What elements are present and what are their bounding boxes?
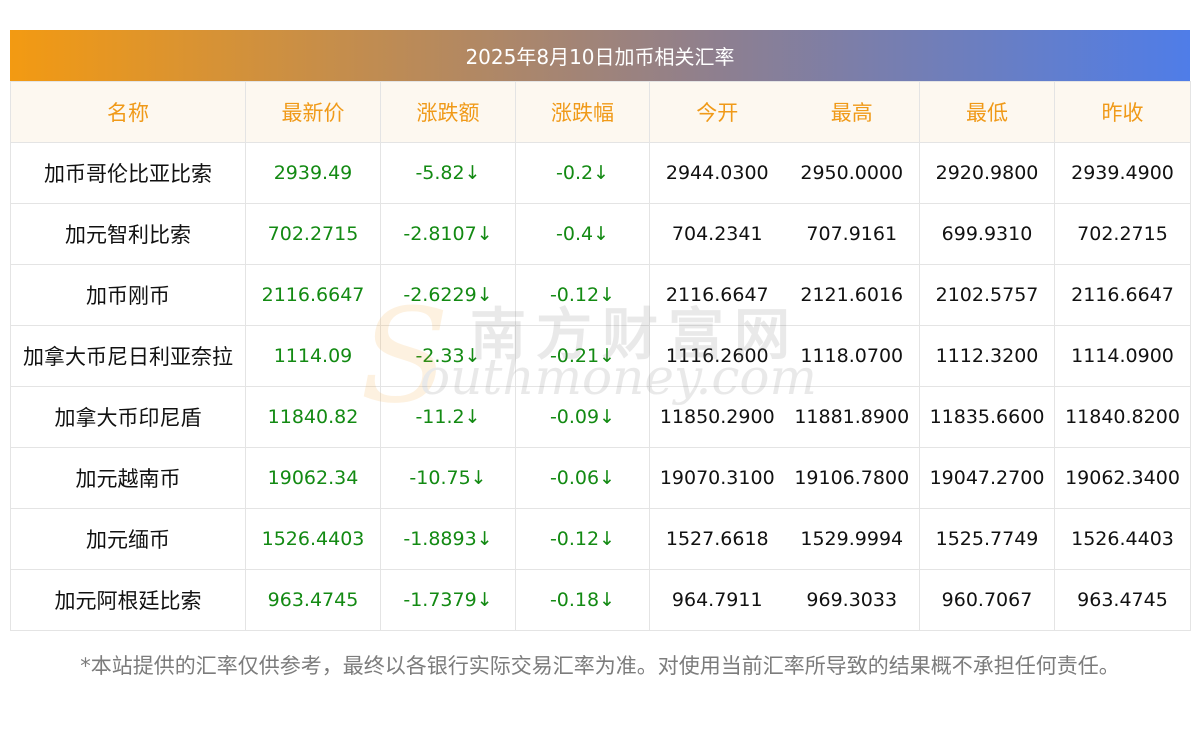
- table-row[interactable]: 加元越南币 19062.34 -10.75↓ -0.06↓ 19070.3100 1910…: [10, 447, 1191, 509]
- cell-high: 1118.0700: [784, 325, 920, 387]
- cell-prev-close: 1114.0900: [1054, 325, 1191, 387]
- cell-change: -5.82↓: [380, 142, 516, 204]
- cell-latest: 702.2715: [245, 203, 381, 265]
- table-row[interactable]: 加币刚币 2116.6647 -2.6229↓ -0.12↓ 2116.6647 2121…: [10, 264, 1191, 326]
- table-title: 2025年8月10日加币相关汇率: [10, 30, 1190, 81]
- cell-prev-close: 19062.3400: [1054, 447, 1191, 509]
- cell-prev-close: 2116.6647: [1054, 264, 1191, 326]
- cell-change: -11.2↓: [380, 386, 516, 448]
- cell-high: 11881.8900: [784, 386, 920, 448]
- rate-table: 名称 最新价 涨跌额 涨跌幅 今开 最高 最低 昨收 加币哥伦比亚比索 2939.…: [10, 81, 1191, 631]
- table-row[interactable]: 加币哥伦比亚比索 2939.49 -5.82↓ -0.2↓ 2944.0300 2950.…: [10, 142, 1191, 204]
- cell-change-pct: -0.06↓: [515, 447, 650, 509]
- cell-change-pct: -0.12↓: [515, 264, 650, 326]
- cell-change-pct: -0.09↓: [515, 386, 650, 448]
- cell-change: -2.6229↓: [380, 264, 516, 326]
- cell-prev-close: 1526.4403: [1054, 508, 1191, 570]
- cell-open: 964.7911: [649, 569, 785, 631]
- cell-prev-close: 963.4745: [1054, 569, 1191, 631]
- cell-change: -2.8107↓: [380, 203, 516, 265]
- header-open[interactable]: 今开: [649, 81, 785, 143]
- cell-latest: 963.4745: [245, 569, 381, 631]
- cell-high: 1529.9994: [784, 508, 920, 570]
- rate-table-panel: 2025年8月10日加币相关汇率 名称 最新价 涨跌额 涨跌幅 今开 最高 最低…: [10, 30, 1191, 631]
- table-row[interactable]: 加拿大币尼日利亚奈拉 1114.09 -2.33↓ -0.21↓ 1116.2600 11…: [10, 325, 1191, 387]
- cell-latest: 19062.34: [245, 447, 381, 509]
- cell-open: 1116.2600: [649, 325, 785, 387]
- cell-name: 加元智利比索: [10, 203, 246, 265]
- cell-high: 707.9161: [784, 203, 920, 265]
- cell-low: 11835.6600: [919, 386, 1055, 448]
- cell-name: 加元阿根廷比索: [10, 569, 246, 631]
- header-high[interactable]: 最高: [784, 81, 920, 143]
- disclaimer-note: *本站提供的汇率仅供参考，最终以各银行实际交易汇率为准。对使用当前汇率所导致的结…: [80, 654, 1120, 678]
- cell-low: 2102.5757: [919, 264, 1055, 326]
- cell-open: 2116.6647: [649, 264, 785, 326]
- cell-prev-close: 702.2715: [1054, 203, 1191, 265]
- cell-latest: 11840.82: [245, 386, 381, 448]
- cell-change-pct: -0.12↓: [515, 508, 650, 570]
- cell-low: 699.9310: [919, 203, 1055, 265]
- table-row[interactable]: 加元阿根廷比索 963.4745 -1.7379↓ -0.18↓ 964.7911 969…: [10, 569, 1191, 631]
- table-row[interactable]: 加元缅币 1526.4403 -1.8893↓ -0.12↓ 1527.6618 1529…: [10, 508, 1191, 570]
- header-name[interactable]: 名称: [10, 81, 246, 143]
- cell-change: -1.8893↓: [380, 508, 516, 570]
- cell-latest: 2939.49: [245, 142, 381, 204]
- cell-high: 2121.6016: [784, 264, 920, 326]
- cell-high: 19106.7800: [784, 447, 920, 509]
- cell-name: 加元缅币: [10, 508, 246, 570]
- cell-latest: 2116.6647: [245, 264, 381, 326]
- header-change-pct[interactable]: 涨跌幅: [515, 81, 650, 143]
- cell-low: 1112.3200: [919, 325, 1055, 387]
- table-row[interactable]: 加拿大币印尼盾 11840.82 -11.2↓ -0.09↓ 11850.2900 118…: [10, 386, 1191, 448]
- cell-open: 2944.0300: [649, 142, 785, 204]
- cell-change: -10.75↓: [380, 447, 516, 509]
- table-header-row: 名称 最新价 涨跌额 涨跌幅 今开 最高 最低 昨收: [10, 81, 1191, 143]
- cell-high: 2950.0000: [784, 142, 920, 204]
- cell-open: 11850.2900: [649, 386, 785, 448]
- cell-change-pct: -0.4↓: [515, 203, 650, 265]
- cell-low: 19047.2700: [919, 447, 1055, 509]
- cell-change: -1.7379↓: [380, 569, 516, 631]
- header-latest[interactable]: 最新价: [245, 81, 381, 143]
- cell-open: 704.2341: [649, 203, 785, 265]
- cell-name: 加拿大币尼日利亚奈拉: [10, 325, 246, 387]
- cell-low: 960.7067: [919, 569, 1055, 631]
- table-row[interactable]: 加元智利比索 702.2715 -2.8107↓ -0.4↓ 704.2341 707.9…: [10, 203, 1191, 265]
- cell-change-pct: -0.21↓: [515, 325, 650, 387]
- cell-change-pct: -0.18↓: [515, 569, 650, 631]
- cell-name: 加拿大币印尼盾: [10, 386, 246, 448]
- cell-name: 加币哥伦比亚比索: [10, 142, 246, 204]
- cell-latest: 1526.4403: [245, 508, 381, 570]
- cell-change: -2.33↓: [380, 325, 516, 387]
- cell-low: 2920.9800: [919, 142, 1055, 204]
- cell-name: 加元越南币: [10, 447, 246, 509]
- cell-high: 969.3033: [784, 569, 920, 631]
- cell-open: 19070.3100: [649, 447, 785, 509]
- cell-open: 1527.6618: [649, 508, 785, 570]
- header-prev-close[interactable]: 昨收: [1054, 81, 1191, 143]
- cell-low: 1525.7749: [919, 508, 1055, 570]
- cell-latest: 1114.09: [245, 325, 381, 387]
- cell-name: 加币刚币: [10, 264, 246, 326]
- cell-prev-close: 11840.8200: [1054, 386, 1191, 448]
- cell-change-pct: -0.2↓: [515, 142, 650, 204]
- cell-prev-close: 2939.4900: [1054, 142, 1191, 204]
- header-low[interactable]: 最低: [919, 81, 1055, 143]
- header-change[interactable]: 涨跌额: [380, 81, 516, 143]
